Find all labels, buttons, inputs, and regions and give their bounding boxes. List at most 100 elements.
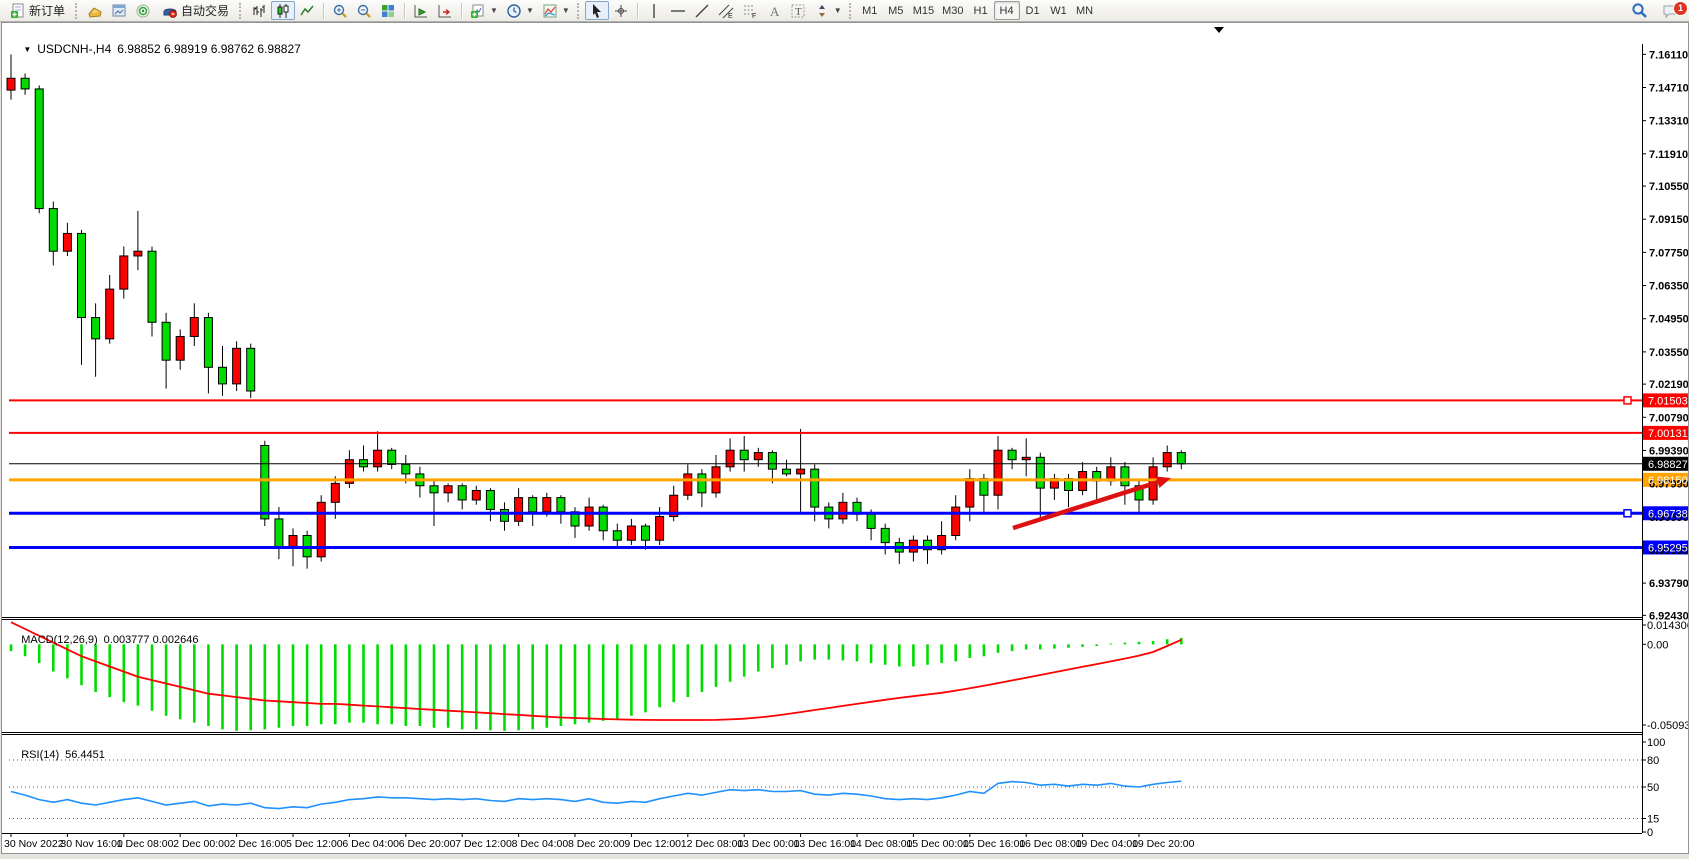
time-tick-label: 9 Dec 12:00: [624, 838, 681, 850]
candle-body: [77, 232, 86, 319]
candle-body: [923, 539, 932, 551]
price-tick-label: 6.92430: [1649, 610, 1688, 622]
hline-handle[interactable]: [1623, 396, 1632, 405]
text-label-icon: T: [791, 4, 805, 18]
arrow-objects-icon: [818, 4, 825, 17]
time-tick-label: 15 Dec 16:00: [963, 838, 1026, 850]
horizontal-line-icon: [670, 9, 685, 12]
candle-body: [161, 321, 171, 361]
timeframe-button-h1[interactable]: H1: [968, 1, 994, 20]
candlestick-chart-button[interactable]: [271, 1, 296, 20]
price-line-box: [1643, 472, 1688, 487]
candle-body: [330, 482, 340, 503]
zoom-in-button[interactable]: [328, 1, 352, 20]
chart-canvas[interactable]: 7.16110 7.14710 7.13310 7.11910 7.10550 7.091…: [2, 23, 1688, 853]
notifications-button[interactable]: 1: [1658, 1, 1688, 20]
price-tick-label: 6.97990: [1649, 479, 1688, 491]
price-tick-label: 7.02190: [1649, 379, 1688, 391]
auto-scroll-button[interactable]: [409, 1, 433, 20]
timeframe-button-m15[interactable]: M15: [909, 1, 938, 20]
price-tick-label: 7.04950: [1649, 314, 1688, 326]
signals-button[interactable]: [131, 1, 155, 20]
chart-shift-icon: [438, 4, 452, 17]
chart-shift-button[interactable]: [433, 1, 457, 20]
toolbar-separator: [404, 2, 406, 19]
bar-chart-button[interactable]: [247, 1, 271, 20]
price-line-box-label: 6.95295: [1648, 542, 1688, 554]
price-tick-label: 7.09150: [1649, 214, 1688, 226]
timeframe-button-m5[interactable]: M5: [883, 1, 909, 20]
chevron-down-icon: ▼: [525, 6, 534, 15]
candle-body: [1035, 456, 1045, 489]
vertical-line-tool[interactable]: [642, 1, 666, 20]
macd-name: MACD(12,26,9): [21, 634, 98, 646]
candle-body: [1176, 452, 1186, 465]
chart-dropdown-icon[interactable]: ▼: [23, 45, 32, 54]
trend-arrow-head[interactable]: [1155, 476, 1171, 488]
rsi-indicator-label: RSI(14) 56.4451: [9, 737, 105, 773]
timeframe-button-mn[interactable]: MN: [1072, 1, 1098, 20]
new-chart-dropdown[interactable]: ▼: [466, 1, 502, 20]
timeframe-button-d1[interactable]: D1: [1020, 1, 1046, 20]
text-tool[interactable]: A: [762, 1, 786, 20]
candle-body: [401, 463, 411, 475]
candle-body: [48, 208, 58, 252]
scroll-end-marker-icon[interactable]: [1214, 27, 1224, 33]
new-order-button[interactable]: 新订单: [3, 1, 72, 20]
tile-windows-button[interactable]: [376, 1, 400, 20]
candle-body: [91, 317, 101, 340]
macd-pane: [9, 621, 1183, 731]
time-axis[interactable]: [10, 833, 1140, 837]
zoom-out-button[interactable]: [352, 1, 376, 20]
cursor-tool-button[interactable]: [584, 1, 609, 20]
equidistant-channel-tool[interactable]: E: [714, 1, 738, 20]
autotrading-button[interactable]: 自动交易: [155, 1, 236, 20]
time-tick-label: 30 Nov 16:00: [60, 838, 123, 850]
periods-dropdown[interactable]: ▼: [502, 1, 538, 20]
time-tick-label: 8 Dec 04:00: [512, 838, 569, 850]
timeframe-button-m30[interactable]: M30: [938, 1, 967, 20]
rsi-axis-label: 100: [1647, 737, 1665, 749]
new-order-icon: [11, 3, 24, 18]
trend-arrow-line[interactable]: [1012, 480, 1159, 531]
fibonacci-tool[interactable]: F: [738, 1, 762, 20]
crosshair-tool-button[interactable]: [609, 1, 633, 20]
rsi-axis-label: 15: [1647, 814, 1659, 826]
timeframe-button-m1[interactable]: M1: [857, 1, 883, 20]
price-line-box: [1643, 456, 1688, 471]
candle-body: [175, 335, 185, 361]
arrows-tool-dropdown[interactable]: ▼: [810, 1, 846, 20]
trendline-tool[interactable]: [690, 1, 714, 20]
candle-body: [429, 485, 439, 494]
hline-handle[interactable]: [1623, 509, 1632, 518]
candle-body: [457, 485, 467, 501]
indicators-dropdown[interactable]: ▼: [538, 1, 574, 20]
new-chart-button[interactable]: [83, 1, 107, 20]
line-chart-button[interactable]: [295, 1, 319, 20]
timeframe-group: M1 M5 M15 M30 H1 H4 D1 W1 MN: [857, 1, 1098, 20]
timeframe-button-h4[interactable]: H4: [993, 1, 1020, 20]
candle-body: [373, 449, 383, 468]
toolbar-grip: [848, 2, 854, 19]
candle-body: [119, 255, 129, 290]
candle-body: [485, 489, 495, 510]
text-label-tool[interactable]: T: [786, 1, 810, 20]
candle-body: [641, 525, 650, 541]
horizontal-line-tool[interactable]: [666, 1, 690, 20]
macd-axis-label: 0.014306: [1647, 620, 1688, 632]
candle-body: [443, 485, 453, 494]
candle-body: [556, 497, 566, 513]
search-button[interactable]: [1627, 1, 1652, 20]
candle-body: [965, 478, 975, 508]
candle-body: [655, 516, 665, 541]
candle-body: [612, 530, 622, 541]
profiles-button[interactable]: [107, 1, 131, 20]
candle-body: [528, 497, 538, 513]
price-axis[interactable]: [1642, 53, 1688, 833]
toolbar-grip: [75, 2, 80, 19]
candle-body: [218, 366, 227, 385]
timeframe-button-w1[interactable]: W1: [1046, 1, 1072, 20]
price-tick-label: 7.16110: [1649, 49, 1688, 61]
chart-ohlc-values: 6.98852 6.98919 6.98762 6.98827: [117, 42, 301, 56]
time-tick-label: 30 Nov 2022: [4, 838, 64, 850]
